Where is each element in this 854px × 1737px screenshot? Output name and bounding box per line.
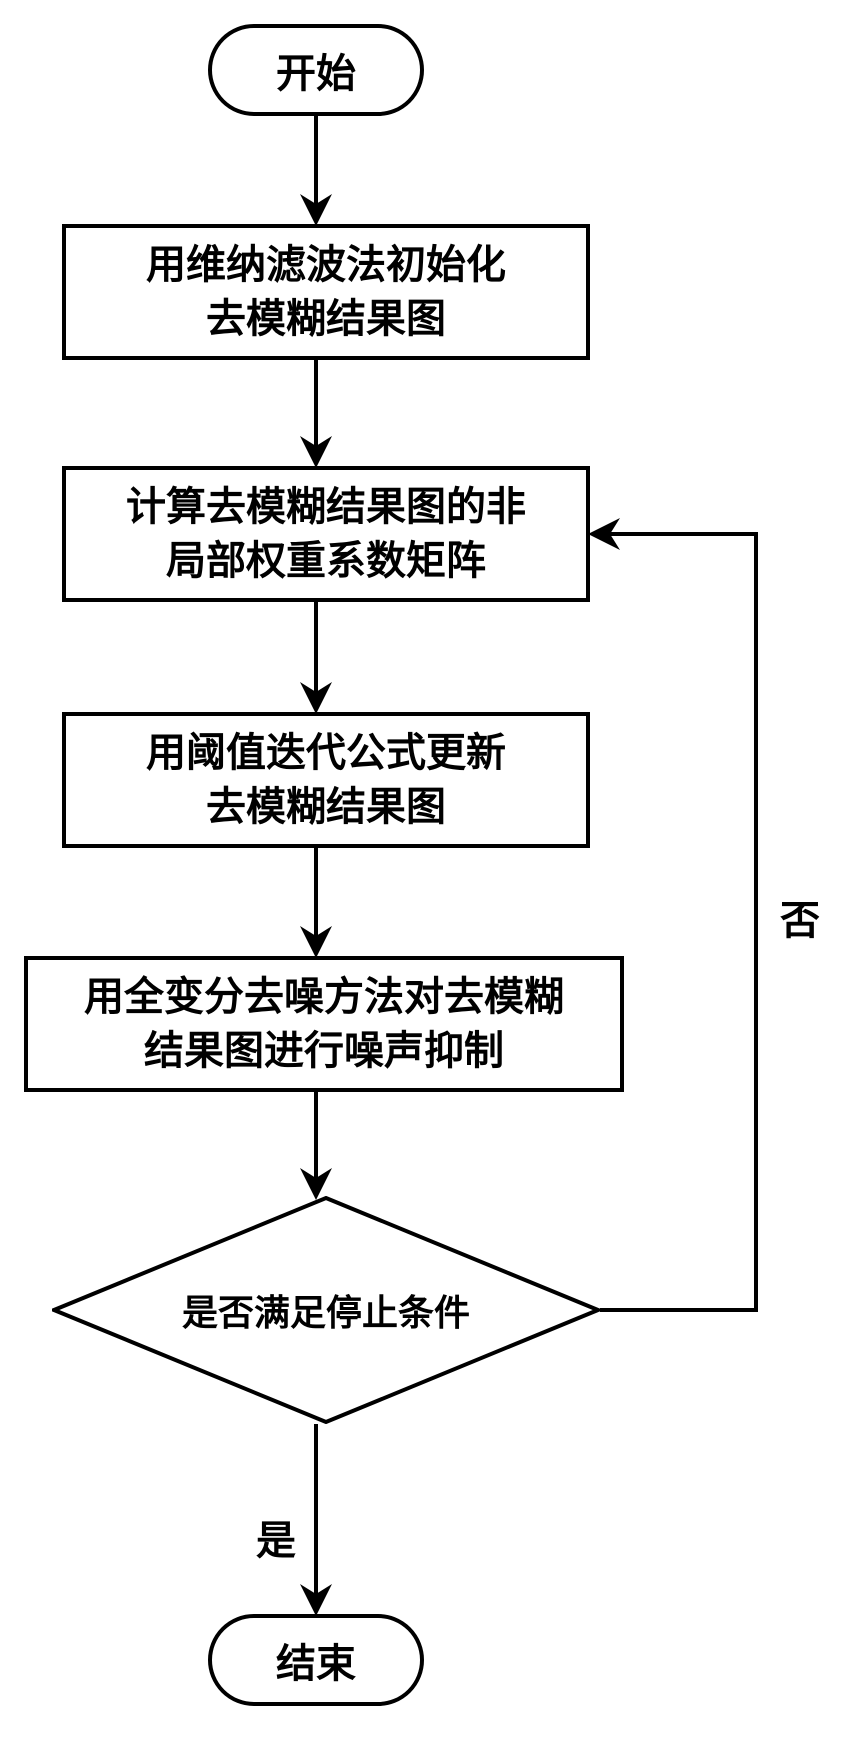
no-label: 否 [780,888,820,946]
yes-label: 是 [256,1508,296,1566]
update-node: 用阈值迭代公式更新 去模糊结果图 [62,712,590,848]
flowchart-container: 开始 用维纳滤波法初始化 去模糊结果图 计算去模糊结果图的非 局部权重系数矩阵 … [0,0,854,1737]
start-node: 开始 [208,24,424,116]
decision-node: 是否满足停止条件 [52,1196,600,1424]
denoise-node: 用全变分去噪方法对去模糊 结果图进行噪声抑制 [24,956,624,1092]
start-label: 开始 [276,41,356,99]
update-label: 用阈值迭代公式更新 去模糊结果图 [146,726,506,834]
end-label: 结束 [276,1631,356,1689]
init-node: 用维纳滤波法初始化 去模糊结果图 [62,224,590,360]
init-label: 用维纳滤波法初始化 去模糊结果图 [146,238,506,346]
calc-node: 计算去模糊结果图的非 局部权重系数矩阵 [62,466,590,602]
end-node: 结束 [208,1614,424,1706]
calc-label: 计算去模糊结果图的非 局部权重系数矩阵 [126,480,526,588]
decision-label: 是否满足停止条件 [182,1284,470,1336]
denoise-label: 用全变分去噪方法对去模糊 结果图进行噪声抑制 [84,970,564,1078]
